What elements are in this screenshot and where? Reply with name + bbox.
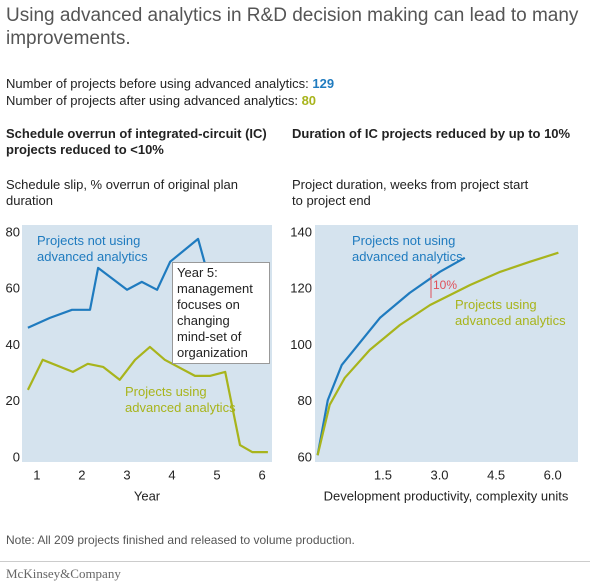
series-line [316, 256, 466, 456]
x-tick-label: 1.5 [374, 467, 392, 482]
series-line [26, 345, 268, 454]
stat-value: 80 [301, 93, 317, 108]
source: McKinsey&Company [6, 566, 121, 581]
annotation: 10% [433, 278, 458, 292]
series-label: Projects not using advanced analytics [352, 233, 463, 264]
y-tick-label: 40 [6, 337, 20, 352]
annotation: Year 5: management focuses on changing m… [172, 262, 270, 364]
y-tick-label: 80 [298, 393, 312, 408]
y-tick-label: 140 [290, 224, 312, 239]
x-tick-label: 4 [168, 467, 175, 482]
series-line [316, 251, 559, 456]
y-tick-label: 60 [298, 449, 312, 464]
chart-subtitle: Project duration, weeks from project sta… [292, 177, 529, 208]
x-tick-label: 3.0 [430, 467, 448, 482]
series-label: Projects using advanced analytics [125, 384, 236, 415]
stat-line: Number of projects before using advanced… [6, 76, 334, 92]
y-tick-label: 120 [290, 281, 312, 296]
chart-title: Duration of IC projects reduced by up to… [292, 126, 571, 141]
y-tick-label: 80 [6, 224, 20, 239]
x-tick-label: 5 [213, 467, 220, 482]
stat-label: Number of projects after using advanced … [6, 93, 298, 108]
x-tick-label: 3 [123, 467, 130, 482]
x-tick-label: 6 [258, 467, 265, 482]
stat-line: Number of projects after using advanced … [6, 93, 316, 109]
y-tick-label: 20 [6, 393, 20, 408]
x-tick-label: 2 [78, 467, 85, 482]
footnote: Note: All 209 projects finished and rele… [6, 533, 355, 547]
stat-label: Number of projects before using advanced… [6, 76, 309, 91]
page-title: Using advanced analytics in R&D decision… [6, 5, 579, 49]
divider [0, 561, 590, 562]
chart-title: Schedule overrun of integrated-circuit (… [6, 126, 267, 157]
x-tick-label: 1 [33, 467, 40, 482]
chart-subtitle: Schedule slip, % overrun of original pla… [6, 177, 238, 208]
x-axis-label: Development productivity, complexity uni… [324, 488, 569, 503]
series-label: Projects not using advanced analytics [37, 233, 148, 264]
series-line [27, 237, 207, 329]
series-label: Projects using advanced analytics [455, 297, 566, 328]
stat-value: 129 [312, 76, 335, 91]
x-tick-label: 4.5 [487, 467, 505, 482]
x-axis-label: Year [134, 488, 161, 503]
x-tick-label: 6.0 [544, 467, 562, 482]
y-tick-label: 60 [6, 281, 20, 296]
y-tick-label: 100 [290, 337, 312, 352]
y-tick-label: 0 [13, 449, 20, 464]
